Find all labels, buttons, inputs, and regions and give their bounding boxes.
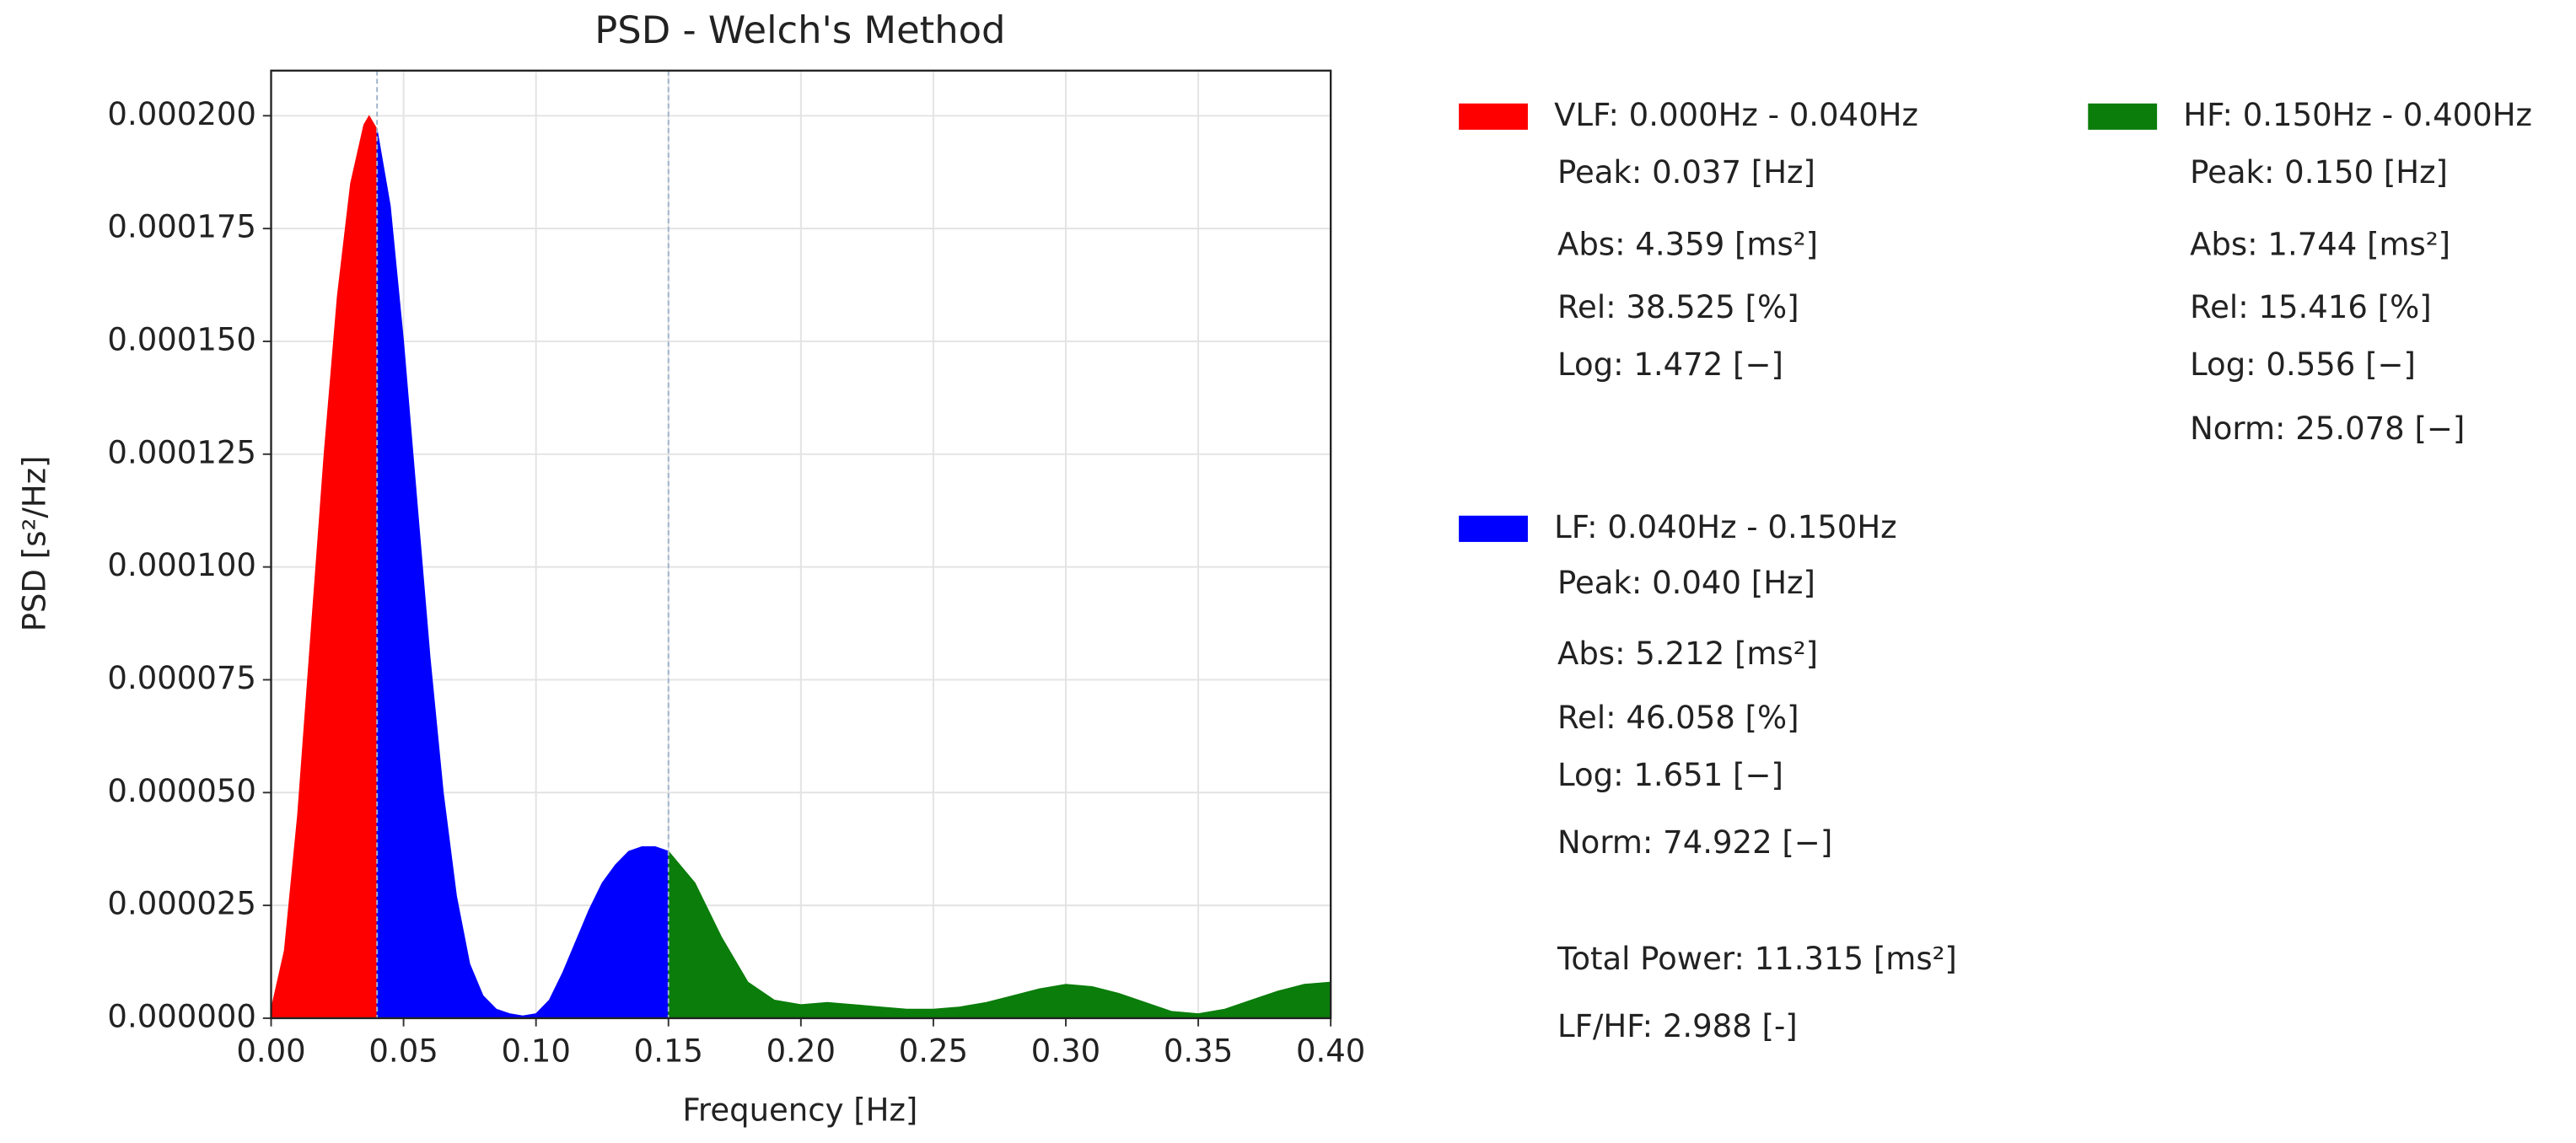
stat-line: Norm: 74.922 [−] — [1557, 824, 1832, 861]
stat-line: Log: 1.651 [−] — [1557, 757, 1783, 793]
area — [376, 129, 670, 1019]
x-tick-label: 0.40 — [1296, 1033, 1365, 1069]
x-tick-label: 0.10 — [501, 1033, 570, 1069]
chart-title: PSD - Welch's Method — [594, 8, 1005, 52]
x-axis-label: Frequency [Hz] — [682, 1092, 917, 1128]
x-tick-label: 0.30 — [1031, 1033, 1100, 1069]
summary-line: LF/HF: 2.988 [-] — [1557, 1008, 1798, 1044]
area — [668, 850, 1331, 1019]
y-tick-label: 0.000075 — [107, 660, 256, 696]
x-tick-label: 0.00 — [236, 1033, 305, 1069]
y-tick-label: 0.000150 — [107, 321, 256, 357]
stat-line: Rel: 46.058 [%] — [1557, 700, 1799, 736]
legend-swatch — [1459, 103, 1528, 130]
stat-line: Peak: 0.040 [Hz] — [1557, 565, 1815, 601]
y-tick-label: 0.000100 — [107, 547, 256, 583]
stat-line: Log: 1.472 [−] — [1557, 346, 1783, 383]
y-tick-label: 0.000000 — [107, 998, 256, 1034]
legend-label: HF: 0.150Hz - 0.400Hz — [2183, 97, 2532, 133]
legend-swatch — [1459, 515, 1528, 542]
y-tick-label: 0.000025 — [107, 886, 256, 922]
stat-line: Peak: 0.037 [Hz] — [1557, 154, 1815, 190]
x-tick-label: 0.25 — [899, 1033, 968, 1069]
legend-swatch — [2088, 103, 2158, 130]
stat-line: Abs: 4.359 [ms²] — [1557, 227, 1818, 263]
stat-line: Rel: 38.525 [%] — [1557, 289, 1799, 325]
stat-line: Log: 0.556 [−] — [2190, 346, 2416, 383]
x-tick-label: 0.20 — [766, 1033, 836, 1069]
y-tick-label: 0.000050 — [107, 773, 256, 809]
stat-line: Abs: 1.744 [ms²] — [2190, 227, 2450, 263]
x-tick-label: 0.05 — [368, 1033, 438, 1069]
stat-line: Norm: 25.078 [−] — [2190, 411, 2465, 447]
x-tick-label: 0.35 — [1164, 1033, 1233, 1069]
y-tick-label: 0.000200 — [107, 96, 256, 132]
stat-line: Abs: 5.212 [ms²] — [1557, 636, 1818, 672]
y-axis-label: PSD [s²/Hz] — [16, 456, 52, 632]
y-tick-label: 0.000175 — [107, 209, 256, 245]
plot-frame — [270, 69, 1332, 1020]
y-tick-label: 0.000125 — [107, 434, 256, 470]
x-tick-label: 0.15 — [634, 1033, 703, 1069]
stat-line: Peak: 0.150 [Hz] — [2190, 154, 2448, 190]
legend-label: VLF: 0.000Hz - 0.040Hz — [1554, 97, 1918, 133]
stat-line: Rel: 15.416 [%] — [2190, 289, 2432, 325]
legend-label: LF: 0.040Hz - 0.150Hz — [1554, 509, 1896, 545]
summary-line: Total Power: 11.315 [ms²] — [1557, 941, 1957, 977]
